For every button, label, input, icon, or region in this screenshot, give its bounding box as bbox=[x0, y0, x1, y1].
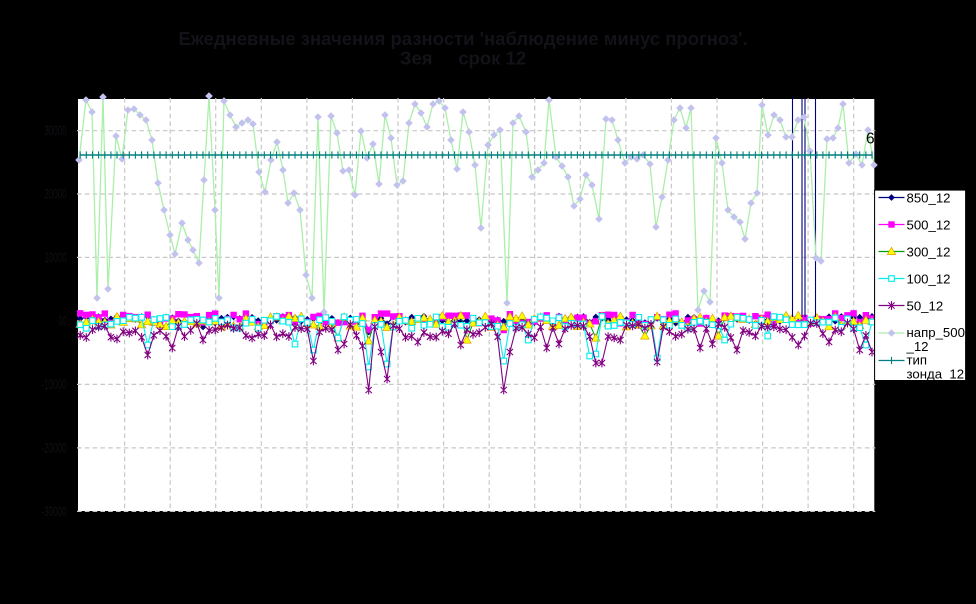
svg-text:300_12: 300_12 bbox=[907, 244, 951, 259]
svg-text:-10000: -10000 bbox=[42, 377, 67, 392]
svg-text:Зея срок 12: Зея срок 12 bbox=[400, 48, 526, 69]
svg-text:30000: 30000 bbox=[45, 123, 67, 138]
svg-text:-30000: -30000 bbox=[42, 504, 67, 519]
svg-text:100_12: 100_12 bbox=[907, 271, 951, 286]
svg-text:850_12: 850_12 bbox=[907, 190, 951, 205]
svg-text:50_12: 50_12 bbox=[907, 298, 944, 313]
svg-text:20000: 20000 bbox=[45, 187, 67, 202]
svg-text:500_12: 500_12 bbox=[907, 217, 951, 232]
svg-text:Ежедневные значения разности ': Ежедневные значения разности 'наблюдение… bbox=[178, 28, 747, 49]
svg-text:_12: _12 bbox=[906, 339, 929, 354]
svg-text:10000: 10000 bbox=[45, 250, 67, 265]
svg-text:00: 00 bbox=[59, 313, 67, 328]
svg-text:зонда_12: зонда_12 bbox=[907, 367, 965, 382]
svg-text:-20000: -20000 bbox=[42, 440, 67, 455]
svg-text:тип: тип bbox=[907, 353, 928, 368]
svg-text:62: 62 bbox=[866, 131, 883, 148]
svg-text:напр_500: напр_500 bbox=[907, 325, 965, 340]
